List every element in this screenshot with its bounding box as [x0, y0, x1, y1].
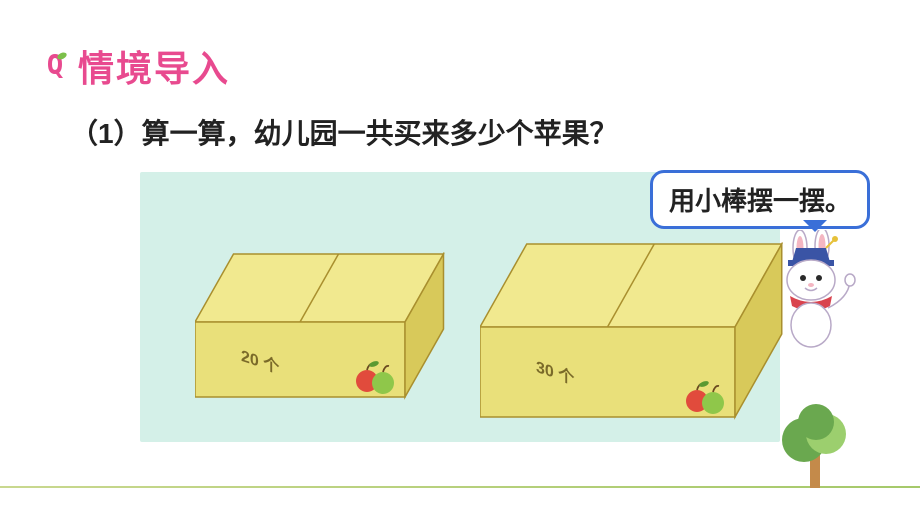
heading-text: 情境导入 — [78, 40, 230, 92]
rabbit-mascot — [770, 230, 860, 350]
apple-box: 20 个 — [195, 252, 454, 412]
speech-bubble: 用小棒摆一摆。 — [650, 170, 870, 229]
tree-decor — [780, 398, 850, 488]
slide-page: 情境导入 （1）算一算，幼儿园一共买来多少个苹果？ 20 个 — [0, 0, 920, 518]
apple-box: 30 个 — [480, 242, 792, 432]
speech-text: 用小棒摆一摆。 — [669, 186, 851, 216]
question-text: （1）算一算，幼儿园一共买来多少个苹果？ — [70, 112, 880, 152]
heading-row: 情境导入 — [40, 40, 880, 92]
q-icon — [40, 50, 70, 82]
